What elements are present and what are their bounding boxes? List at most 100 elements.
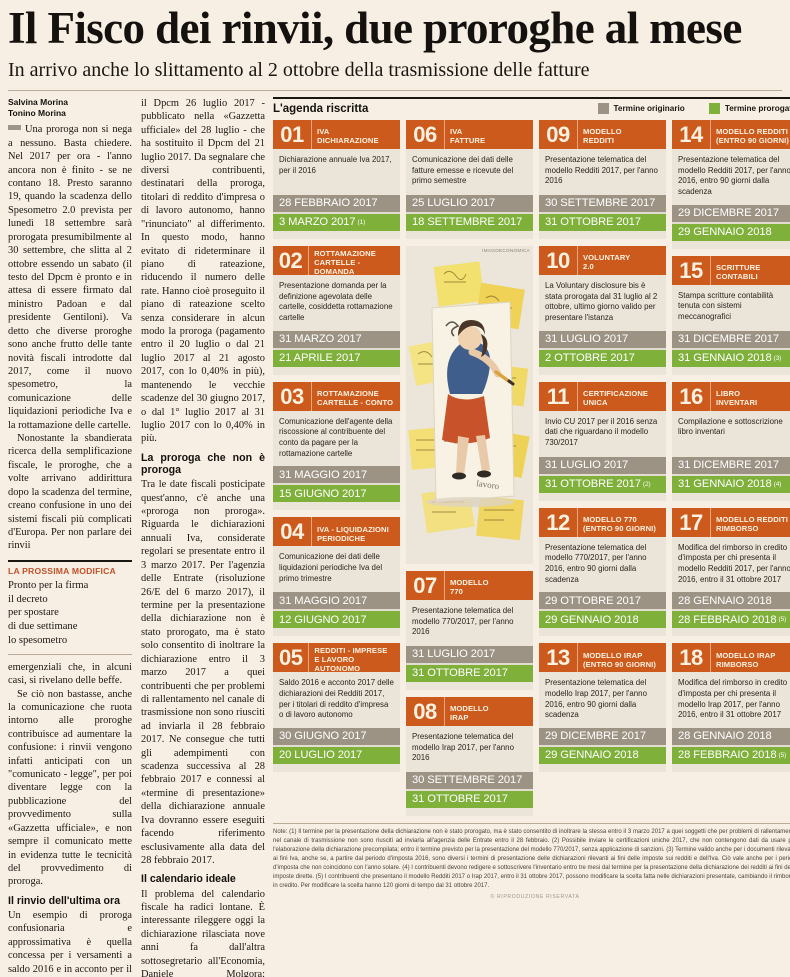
agenda-card-original-deadline: 30 SETTEMBRE 2017 [539, 194, 666, 212]
agenda-card-original-deadline: 31 LUGLIO 2017 [539, 456, 666, 474]
agenda-card-original-deadline: 28 GENNAIO 2018 [672, 727, 790, 745]
article-column-1: Salvina Morina Tonino Morina Una proroga… [8, 97, 132, 977]
sidebar-box-line-4: di due settimane [8, 621, 78, 633]
agenda-panel: L'agenda riscritta Termine originario Te… [273, 96, 790, 977]
agenda-card-extended-deadline: 31 OTTOBRE 2017 [406, 664, 533, 682]
agenda-card-footer [672, 240, 790, 249]
legend-label-extended: Termine prorogato [724, 104, 790, 114]
agenda-card-description: La Voluntary disclosure bis è stata pror… [539, 274, 666, 331]
agenda-card: 15 SCRITTURE CONTABILI Stampa scritture con… [672, 255, 790, 375]
article-subheading: Il rinvio dell'ultima ora [8, 894, 121, 907]
agenda-card-description: Comunicazione dell'agente della riscossi… [273, 410, 400, 467]
agenda-card-original-deadline: 31 DICEMBRE 2017 [672, 456, 790, 474]
sidebar-box-line-3: per spostare [8, 607, 59, 619]
agenda-card: 13 MODELLO IRAP (ENTRO 90 GIORNI) Presentaz… [539, 643, 666, 772]
agenda-card-title: IVA DICHIARAZIONE [311, 119, 383, 149]
agenda-card-number: 18 [679, 645, 703, 671]
agenda-card-description: Stampa scritture contabilità tenuta con … [672, 284, 790, 331]
agenda-card-description: Presentazione telematica del modello Ira… [539, 672, 666, 728]
agenda-card-original-deadline: 28 FEBBRAIO 2017 [273, 194, 400, 212]
agenda-card-extended-deadline: 20 LUGLIO 2017 [273, 746, 400, 764]
agenda-card-footer [539, 492, 666, 501]
paragraph-marker-icon [8, 125, 21, 131]
agenda-card-note-ref: (3) [773, 354, 782, 362]
agenda-card-extended-deadline: 2 OTTOBRE 2017 [539, 349, 666, 367]
sidebar-box-line-1: Pronto per la firma [8, 579, 89, 591]
agenda-card-header: 08 MODELLO IRAP [406, 696, 533, 726]
agenda-card-footer [672, 628, 790, 637]
agenda-card-note-ref: (2) [642, 480, 651, 488]
agenda-card-number: 17 [679, 509, 703, 535]
agenda-card-extended-date: 29 GENNAIO 2018 [678, 226, 772, 239]
paragraph: Un esempio di proroga confusionaria e ap… [8, 910, 132, 975]
agenda-card-title: MODELLO IRAP RIMBORSO [710, 643, 779, 673]
agenda-card-description: Presentazione telematica del modello 770… [406, 599, 533, 646]
legend-swatch-extended-icon [708, 103, 720, 115]
agenda-card: 18 MODELLO IRAP RIMBORSO Modifica del rimbo… [672, 643, 790, 772]
agenda-card-footer [273, 502, 400, 511]
agenda-card-number: 16 [679, 383, 703, 409]
agenda-card-original-deadline: 30 SETTEMBRE 2017 [406, 771, 533, 789]
agenda-card-original-deadline: 31 LUGLIO 2017 [406, 645, 533, 663]
agenda-card-original-deadline: 31 MARZO 2017 [273, 330, 400, 348]
paragraph: Tra le date fiscali posticipate quest'an… [141, 479, 265, 867]
agenda-card-header: 18 MODELLO IRAP RIMBORSO [672, 643, 790, 673]
article-text-col1: Una proroga non si nega a nessuno. Basta… [8, 123, 132, 553]
page-body: Salvina Morina Tonino Morina Una proroga… [8, 96, 790, 977]
agenda-card-extended-date: 15 GIUGNO 2017 [279, 487, 367, 500]
illustration-credit: IMAGOECONOMICA [482, 247, 530, 253]
agenda-card-number: 12 [546, 509, 570, 535]
agenda-card-original-deadline: 31 DICEMBRE 2017 [672, 330, 790, 348]
agenda-column-3: 09 MODELLO REDDITI Presentazione telematica… [539, 119, 666, 816]
agenda-card-footer [539, 628, 666, 637]
agenda-card-number: 13 [546, 645, 570, 671]
agenda-card-description: Presentazione telematica del modello Red… [672, 148, 790, 205]
agenda-card-description: Presentazione telematica del modello 770… [539, 536, 666, 593]
paragraph: Se ciò non bastasse, anche la comunicazi… [8, 688, 132, 888]
agenda-card-extended-deadline: 15 GIUGNO 2017 [273, 485, 400, 503]
agenda-card-header: 13 MODELLO IRAP (ENTRO 90 GIORNI) [539, 643, 666, 673]
agenda-card-extended-date: 31 OTTOBRE 2017 [412, 667, 508, 680]
agenda-card: 04 IVA - LIQUIDAZIONI PERIODICHE Comunicazi… [273, 517, 400, 637]
copyright-line: © RIPRODUZIONE RISERVATA [490, 893, 580, 900]
agenda-card-original-deadline: 31 MAGGIO 2017 [273, 466, 400, 484]
agenda-card-description: Comunicazione dei dati delle liquidazion… [273, 546, 400, 593]
agenda-card-extended-date: 21 APRILE 2017 [279, 352, 361, 365]
agenda-card-footer [406, 681, 533, 690]
agenda-card-original-deadline: 31 MAGGIO 2017 [273, 592, 400, 610]
agenda-card-number: 04 [280, 519, 304, 545]
agenda-card-extended-deadline: 31 GENNAIO 2018 (4) [672, 475, 790, 493]
agenda-card-extended-date: 28 FEBBRAIO 2018 [678, 613, 777, 626]
agenda-card-description: Dichiarazione annuale Iva 2017, per il 2… [273, 148, 400, 195]
agenda-card-extended-deadline: 31 OTTOBRE 2017 [406, 790, 533, 808]
article-columns: Salvina Morina Tonino Morina Una proroga… [8, 97, 265, 977]
agenda-card-original-deadline: 29 DICEMBRE 2017 [672, 204, 790, 222]
agenda-card-number: 09 [546, 121, 570, 147]
byline-author-2: Tonino Morina [8, 108, 66, 119]
agenda-card-extended-date: 12 GIUGNO 2017 [279, 613, 367, 626]
agenda-card-extended-deadline: 31 GENNAIO 2018 (3) [672, 349, 790, 367]
agenda-card-extended-date: 29 GENNAIO 2018 [545, 613, 639, 626]
agenda-card-header: 12 MODELLO 770 (ENTRO 90 GIORNI) [539, 507, 666, 537]
article-text-col2: il Dpcm 26 luglio 2017 - pubblicato nell… [141, 97, 265, 977]
byline: Salvina Morina Tonino Morina [8, 97, 132, 119]
agenda-card-footer [273, 763, 400, 772]
agenda-card-header: 05 REDDITI - IMPRESE E LAVORO AUTONOMO [273, 643, 400, 673]
agenda-card-extended-date: 31 OTTOBRE 2017 [545, 478, 641, 491]
illustration-artwork: fisco risparmio lavoro [406, 245, 533, 564]
legend-item-extended: Termine prorogato [708, 103, 790, 115]
agenda-card-description: Presentazione telematica del modello Red… [539, 148, 666, 195]
agenda-card-extended-deadline: 31 OTTOBRE 2017 [539, 213, 666, 231]
agenda-card-description: Modifica del rimborso in credito d'impos… [672, 536, 790, 593]
agenda-card: 05 REDDITI - IMPRESE E LAVORO AUTONOMO Sald… [273, 643, 400, 772]
agenda-card-title: MODELLO REDDITI (ENTRO 90 GIORNI) [710, 119, 790, 149]
agenda-card-title: LIBRO INVENTARI [710, 381, 761, 411]
agenda-grid: 01 IVA DICHIARAZIONE Dichiarazione annuale … [273, 119, 790, 816]
agenda-card-title: ROTTAMAZIONE CARTELLE - CONTO [311, 381, 397, 411]
agenda-card-title: MODELLO REDDITI RIMBORSO [710, 507, 790, 537]
agenda-card-footer [273, 366, 400, 375]
agenda-card: 06 IVA FATTURE Comunicazione dei dati delle… [406, 119, 533, 239]
agenda-card-extended-date: 31 OTTOBRE 2017 [412, 793, 508, 806]
agenda-card-footer [539, 763, 666, 772]
